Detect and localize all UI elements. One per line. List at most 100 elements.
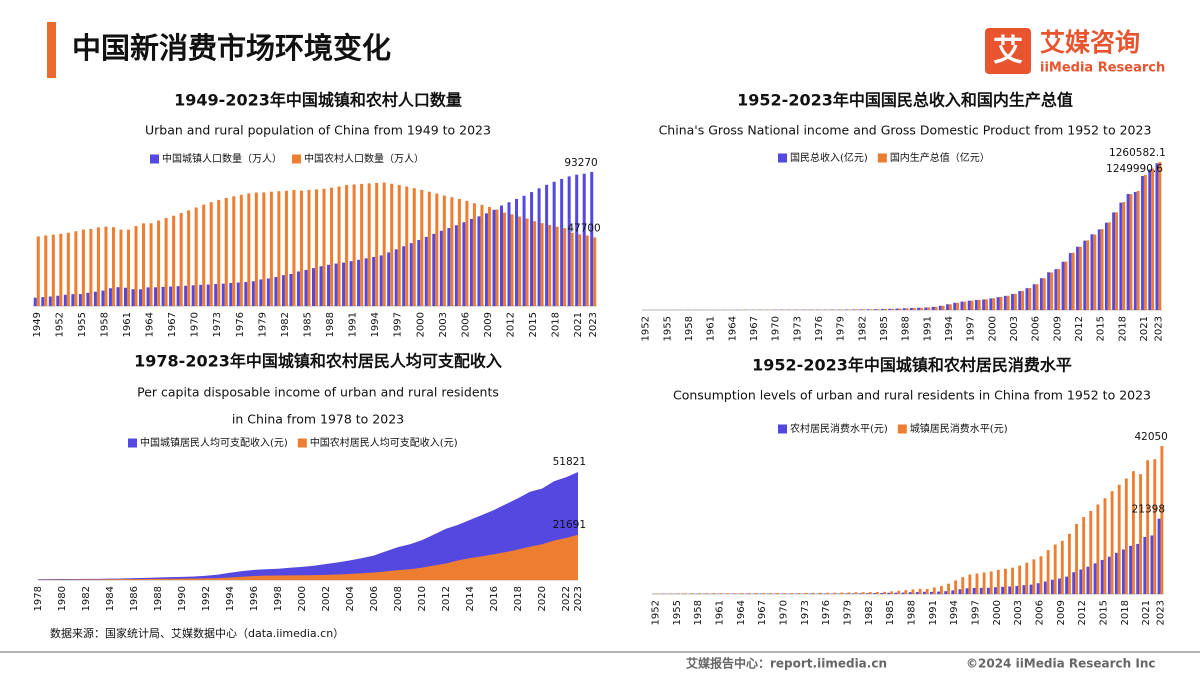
bar bbox=[982, 299, 986, 310]
bar bbox=[866, 309, 870, 310]
x-tick-label: 2006 bbox=[460, 312, 471, 337]
bar bbox=[940, 586, 943, 594]
x-tick-label: 1992 bbox=[201, 586, 212, 611]
chart-subtitle: in China from 1978 to 2023 bbox=[232, 412, 404, 427]
bar bbox=[48, 296, 52, 306]
bar bbox=[740, 593, 744, 594]
bar bbox=[134, 226, 138, 306]
bar bbox=[1100, 229, 1104, 310]
x-tick-label: 1958 bbox=[99, 312, 110, 337]
bar bbox=[726, 593, 730, 594]
bar bbox=[862, 309, 866, 310]
area bbox=[38, 472, 578, 580]
bar bbox=[866, 593, 869, 594]
bar bbox=[994, 587, 997, 594]
x-tick-label: 1985 bbox=[879, 316, 890, 341]
x-tick-label: 2018 bbox=[551, 312, 562, 337]
source-note: 数据来源：国家统计局、艾媒数据中心（data.iimedia.cn） bbox=[50, 626, 344, 640]
bar bbox=[1021, 290, 1025, 310]
x-tick-label: 2015 bbox=[1096, 316, 1107, 341]
x-tick-label: 1998 bbox=[273, 586, 284, 611]
x-tick-label: 1991 bbox=[928, 600, 939, 625]
bar bbox=[382, 182, 386, 306]
bar bbox=[847, 309, 851, 310]
bar bbox=[1151, 168, 1155, 310]
bar bbox=[1072, 572, 1076, 594]
bar bbox=[951, 590, 955, 594]
bar bbox=[56, 295, 60, 306]
bar bbox=[1025, 288, 1029, 310]
bar bbox=[394, 249, 398, 306]
bar bbox=[1146, 460, 1150, 594]
legend-swatch bbox=[150, 154, 159, 164]
bar bbox=[552, 181, 556, 306]
bar bbox=[920, 307, 923, 310]
bar bbox=[960, 301, 964, 310]
x-tick-label: 2021 bbox=[573, 312, 584, 337]
bar bbox=[1001, 586, 1004, 594]
bar bbox=[1029, 584, 1033, 594]
x-tick-label: 1973 bbox=[212, 312, 223, 337]
bar bbox=[304, 269, 308, 306]
x-tick-label: 1994 bbox=[949, 600, 960, 625]
bar bbox=[462, 222, 466, 306]
x-tick-label: 1964 bbox=[727, 316, 738, 341]
bar bbox=[349, 261, 353, 306]
bar bbox=[953, 302, 957, 310]
x-tick-label: 1980 bbox=[57, 586, 68, 611]
bar bbox=[946, 304, 949, 310]
x-tick-label: 1952 bbox=[54, 312, 65, 337]
x-tick-label: 2003 bbox=[438, 312, 449, 337]
x-tick-label: 2023 bbox=[1153, 316, 1164, 341]
legend-swatch bbox=[292, 154, 301, 164]
bar bbox=[1136, 191, 1140, 310]
bar bbox=[1103, 498, 1107, 594]
bar bbox=[33, 297, 37, 306]
x-tick-label: 1990 bbox=[177, 586, 188, 611]
bar bbox=[1129, 194, 1133, 310]
x-tick-label: 1970 bbox=[771, 316, 782, 341]
chart-title: 1978-2023年中国城镇和农村居民人均可支配收入 bbox=[134, 352, 502, 371]
bar bbox=[992, 298, 996, 310]
bar bbox=[869, 309, 873, 310]
legend-swatch bbox=[778, 153, 787, 163]
bar bbox=[1015, 585, 1019, 594]
bar bbox=[854, 592, 858, 594]
bar bbox=[533, 221, 537, 306]
bar bbox=[826, 592, 830, 594]
bar bbox=[315, 189, 319, 306]
chart-title: 1949-2023年中国城镇和农村人口数量 bbox=[174, 91, 462, 110]
bar bbox=[944, 591, 948, 594]
bar bbox=[876, 592, 879, 594]
bar bbox=[330, 187, 334, 306]
bar bbox=[435, 193, 439, 306]
bar bbox=[96, 227, 100, 306]
bar bbox=[844, 593, 848, 594]
bar bbox=[1057, 269, 1061, 310]
value-label: 42050 bbox=[1134, 431, 1167, 443]
bar bbox=[812, 592, 815, 594]
bar bbox=[1075, 523, 1078, 594]
bar bbox=[139, 289, 143, 306]
x-tick-label: 2018 bbox=[1117, 316, 1128, 341]
bar bbox=[1086, 240, 1090, 310]
bar bbox=[967, 300, 971, 310]
bar bbox=[63, 294, 67, 306]
bar bbox=[582, 173, 586, 306]
bar bbox=[247, 193, 251, 306]
bar bbox=[948, 304, 952, 310]
x-tick-label: 1994 bbox=[225, 586, 236, 611]
bar bbox=[510, 214, 514, 306]
bar bbox=[1082, 517, 1086, 594]
bar bbox=[495, 209, 499, 306]
bar bbox=[319, 266, 323, 306]
bar bbox=[684, 593, 687, 594]
bar bbox=[894, 592, 898, 594]
bar bbox=[1112, 212, 1116, 310]
bar bbox=[104, 226, 108, 306]
bar bbox=[311, 268, 315, 306]
bar bbox=[1068, 253, 1072, 310]
bar bbox=[968, 574, 972, 594]
bar bbox=[1153, 459, 1157, 594]
